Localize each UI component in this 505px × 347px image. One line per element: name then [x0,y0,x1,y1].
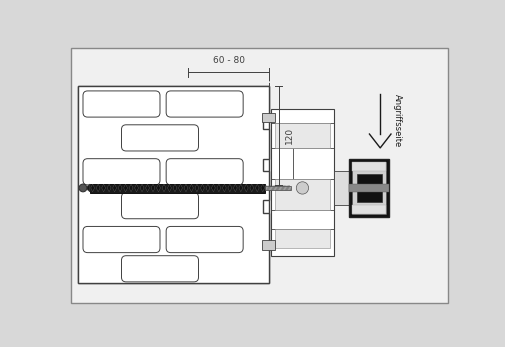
Polygon shape [134,184,138,192]
Polygon shape [238,184,242,192]
Bar [274,123,330,148]
Bar [261,113,275,122]
Text: 60 - 80: 60 - 80 [213,56,244,65]
Bar [270,109,333,256]
Polygon shape [102,184,106,192]
Bar [333,171,349,205]
Polygon shape [244,184,248,192]
Polygon shape [255,184,259,192]
Polygon shape [96,184,100,192]
Bar [274,179,330,210]
Bar [349,159,389,217]
FancyBboxPatch shape [83,159,160,185]
Bar [78,86,269,283]
Polygon shape [206,184,210,192]
Text: 120: 120 [284,127,293,144]
Polygon shape [233,184,237,192]
Polygon shape [78,86,269,283]
FancyBboxPatch shape [121,256,198,282]
Circle shape [79,184,87,192]
Polygon shape [227,184,231,192]
Bar [352,162,386,214]
FancyBboxPatch shape [83,227,160,253]
Polygon shape [211,184,215,192]
Polygon shape [184,184,187,192]
Polygon shape [260,184,264,192]
Polygon shape [123,184,127,192]
Polygon shape [222,184,226,192]
Polygon shape [194,184,198,192]
Polygon shape [156,184,160,192]
Polygon shape [85,184,90,192]
Polygon shape [173,184,177,192]
Bar [274,229,330,248]
Bar [265,186,290,190]
Polygon shape [189,184,193,192]
Polygon shape [217,184,220,192]
Bar [352,162,386,171]
Polygon shape [178,184,182,192]
Polygon shape [113,184,116,192]
FancyBboxPatch shape [121,125,198,151]
Bar [352,205,386,214]
Bar [261,240,275,249]
Polygon shape [200,184,204,192]
Bar [357,174,381,202]
Bar [90,184,265,193]
Polygon shape [249,184,253,192]
Polygon shape [145,184,149,192]
Polygon shape [162,184,166,192]
Circle shape [296,182,308,194]
FancyBboxPatch shape [83,91,160,117]
FancyBboxPatch shape [166,91,243,117]
FancyBboxPatch shape [166,227,243,253]
Polygon shape [129,184,133,192]
Polygon shape [90,184,94,192]
Polygon shape [140,184,144,192]
Polygon shape [167,184,171,192]
Polygon shape [151,184,155,192]
FancyBboxPatch shape [166,159,243,185]
Polygon shape [107,184,111,192]
FancyBboxPatch shape [121,193,198,219]
Bar [349,184,389,192]
Polygon shape [118,184,122,192]
Text: Angriffsseite: Angriffsseite [392,94,401,147]
